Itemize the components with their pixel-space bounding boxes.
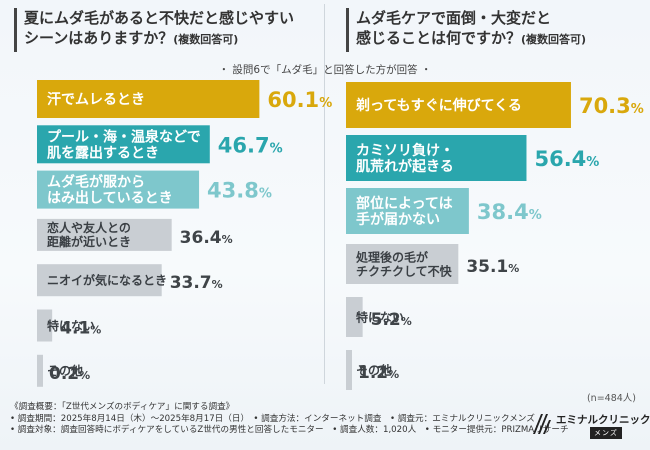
right-value-label-3: 35.1% bbox=[466, 257, 519, 277]
right-value-unit-0: % bbox=[631, 102, 644, 117]
left-category-label-1-0: プール・海・温泉などで bbox=[47, 128, 201, 145]
right-value-label-0: 70.3% bbox=[579, 94, 644, 118]
left-value-label-2: 43.8% bbox=[207, 179, 272, 203]
right-category-label-5-0: その他 bbox=[356, 362, 392, 377]
left-value-label-4: 33.7% bbox=[170, 273, 223, 293]
left-value-label-3: 36.4% bbox=[180, 228, 233, 248]
right-bar-3 bbox=[346, 244, 459, 284]
left-value-label-0: 60.1% bbox=[267, 88, 332, 112]
right-category-label-1-1: 肌荒れが起きる bbox=[356, 158, 454, 175]
left-value-number-0: 60.1 bbox=[267, 88, 319, 112]
sample-size-label: (n=484人) bbox=[586, 393, 636, 404]
left-bar-2 bbox=[37, 170, 200, 209]
eminal-logo-icon bbox=[533, 414, 551, 434]
survey-footer: 《調査概要：「Z世代メンズのボディケア」に関する調査》 • 調査期間：2025年… bbox=[10, 402, 569, 437]
left-value-label-1: 46.7% bbox=[218, 133, 283, 157]
right-category-label-3-1: チクチクして不快 bbox=[356, 263, 453, 278]
footer-line-1: 《調査概要：「Z世代メンズのボディケア」に関する調査》 bbox=[10, 402, 235, 412]
left-value-number-4: 33.7 bbox=[170, 273, 212, 293]
logo-sub: メンズ bbox=[590, 427, 622, 439]
right-chart-title: ムダ毛ケアで面倒・大変だと 感じることは何ですか？(複数回答可) bbox=[346, 8, 650, 52]
left-value-number-5: 4.1 bbox=[60, 319, 90, 339]
right-bar-5 bbox=[346, 350, 352, 390]
left-value-label-6: 0.2% bbox=[49, 364, 90, 384]
brand-logo: エミナルクリニック メンズ bbox=[530, 410, 650, 440]
right-bar-1 bbox=[346, 135, 527, 181]
left-value-number-1: 46.7 bbox=[218, 133, 270, 157]
left-value-unit-6: % bbox=[79, 369, 90, 382]
left-category-label-6-0: その他 bbox=[47, 363, 83, 378]
left-category-label-3-1: 距離が近いとき bbox=[47, 234, 131, 249]
right-value-unit-1: % bbox=[586, 155, 599, 170]
left-bar-4 bbox=[37, 264, 162, 297]
right-value-number-1: 56.4 bbox=[534, 147, 586, 171]
right-value-number-3: 35.1 bbox=[466, 257, 508, 277]
right-bar-2 bbox=[346, 188, 469, 234]
footer-line-2: • 調査期間：2025年8月14日（木）～2025年8月17日（日） • 調査方… bbox=[10, 413, 535, 424]
logo-name: エミナルクリニック bbox=[556, 414, 650, 426]
left-category-label-5-0: 特にない bbox=[47, 318, 95, 333]
left-category-label-2-1: はみ出しているとき bbox=[47, 190, 173, 207]
right-category-label-1-0: カミソリ負け・ bbox=[356, 142, 454, 159]
right-value-number-5: 1.2 bbox=[358, 363, 388, 383]
left-bar-3 bbox=[37, 218, 172, 251]
left-bar-5 bbox=[37, 309, 53, 342]
left-value-unit-1: % bbox=[270, 141, 283, 156]
right-value-unit-2: % bbox=[529, 208, 542, 223]
left-category-label-4-0: ニオイが気になるとき bbox=[47, 273, 167, 288]
right-value-label-4: 5.2% bbox=[371, 310, 412, 330]
right-value-number-0: 70.3 bbox=[579, 94, 631, 118]
left-value-unit-3: % bbox=[222, 233, 233, 246]
left-value-number-6: 0.2 bbox=[49, 364, 79, 384]
left-category-label-1-1: 肌を露出するとき bbox=[47, 144, 159, 161]
left-value-number-3: 36.4 bbox=[180, 228, 222, 248]
left-category-label-3-0: 恋人や友人との bbox=[47, 220, 131, 235]
left-chart-title: 夏にムダ毛があると不快だと感じやすい シーンはありますか？(複数回答可) bbox=[14, 8, 309, 52]
left-value-unit-4: % bbox=[212, 278, 223, 291]
right-category-label-0-0: 剃ってもすぐに伸びてくる bbox=[356, 97, 522, 114]
right-category-label-2-0: 部位によっては bbox=[356, 195, 453, 212]
right-value-number-2: 38.4 bbox=[477, 200, 529, 224]
left-bar-1 bbox=[37, 125, 210, 164]
right-value-label-5: 1.2% bbox=[358, 363, 399, 383]
right-value-number-4: 5.2 bbox=[371, 310, 401, 330]
left-category-label-2-0: ムダ毛が服から bbox=[47, 174, 145, 191]
left-bar-6 bbox=[37, 354, 43, 387]
right-category-label-4-0: 特にない bbox=[356, 309, 404, 324]
left-value-label-5: 4.1% bbox=[60, 319, 101, 339]
right-category-label-3-0: 処理後の毛が bbox=[355, 249, 428, 264]
right-value-label-2: 38.4% bbox=[477, 200, 542, 224]
left-value-unit-2: % bbox=[259, 187, 272, 202]
right-value-label-1: 56.4% bbox=[534, 147, 599, 171]
right-value-unit-4: % bbox=[401, 315, 412, 328]
left-value-unit-5: % bbox=[90, 324, 101, 337]
panel-divider bbox=[324, 4, 325, 384]
right-category-label-2-1: 手が届かない bbox=[356, 211, 440, 228]
right-bar-0 bbox=[346, 82, 571, 128]
right-value-unit-3: % bbox=[508, 262, 519, 275]
left-value-unit-0: % bbox=[319, 96, 332, 111]
right-bar-4 bbox=[346, 297, 363, 337]
left-category-label-0-0: 汗でムレるとき bbox=[47, 91, 145, 108]
footer-line-3: • 調査対象：調査回答時にボディケアをしているZ世代の男性と回答したモニター •… bbox=[10, 425, 569, 435]
right-value-unit-5: % bbox=[388, 368, 399, 381]
left-bar-0 bbox=[37, 80, 260, 118]
left-value-number-2: 43.8 bbox=[207, 179, 259, 203]
